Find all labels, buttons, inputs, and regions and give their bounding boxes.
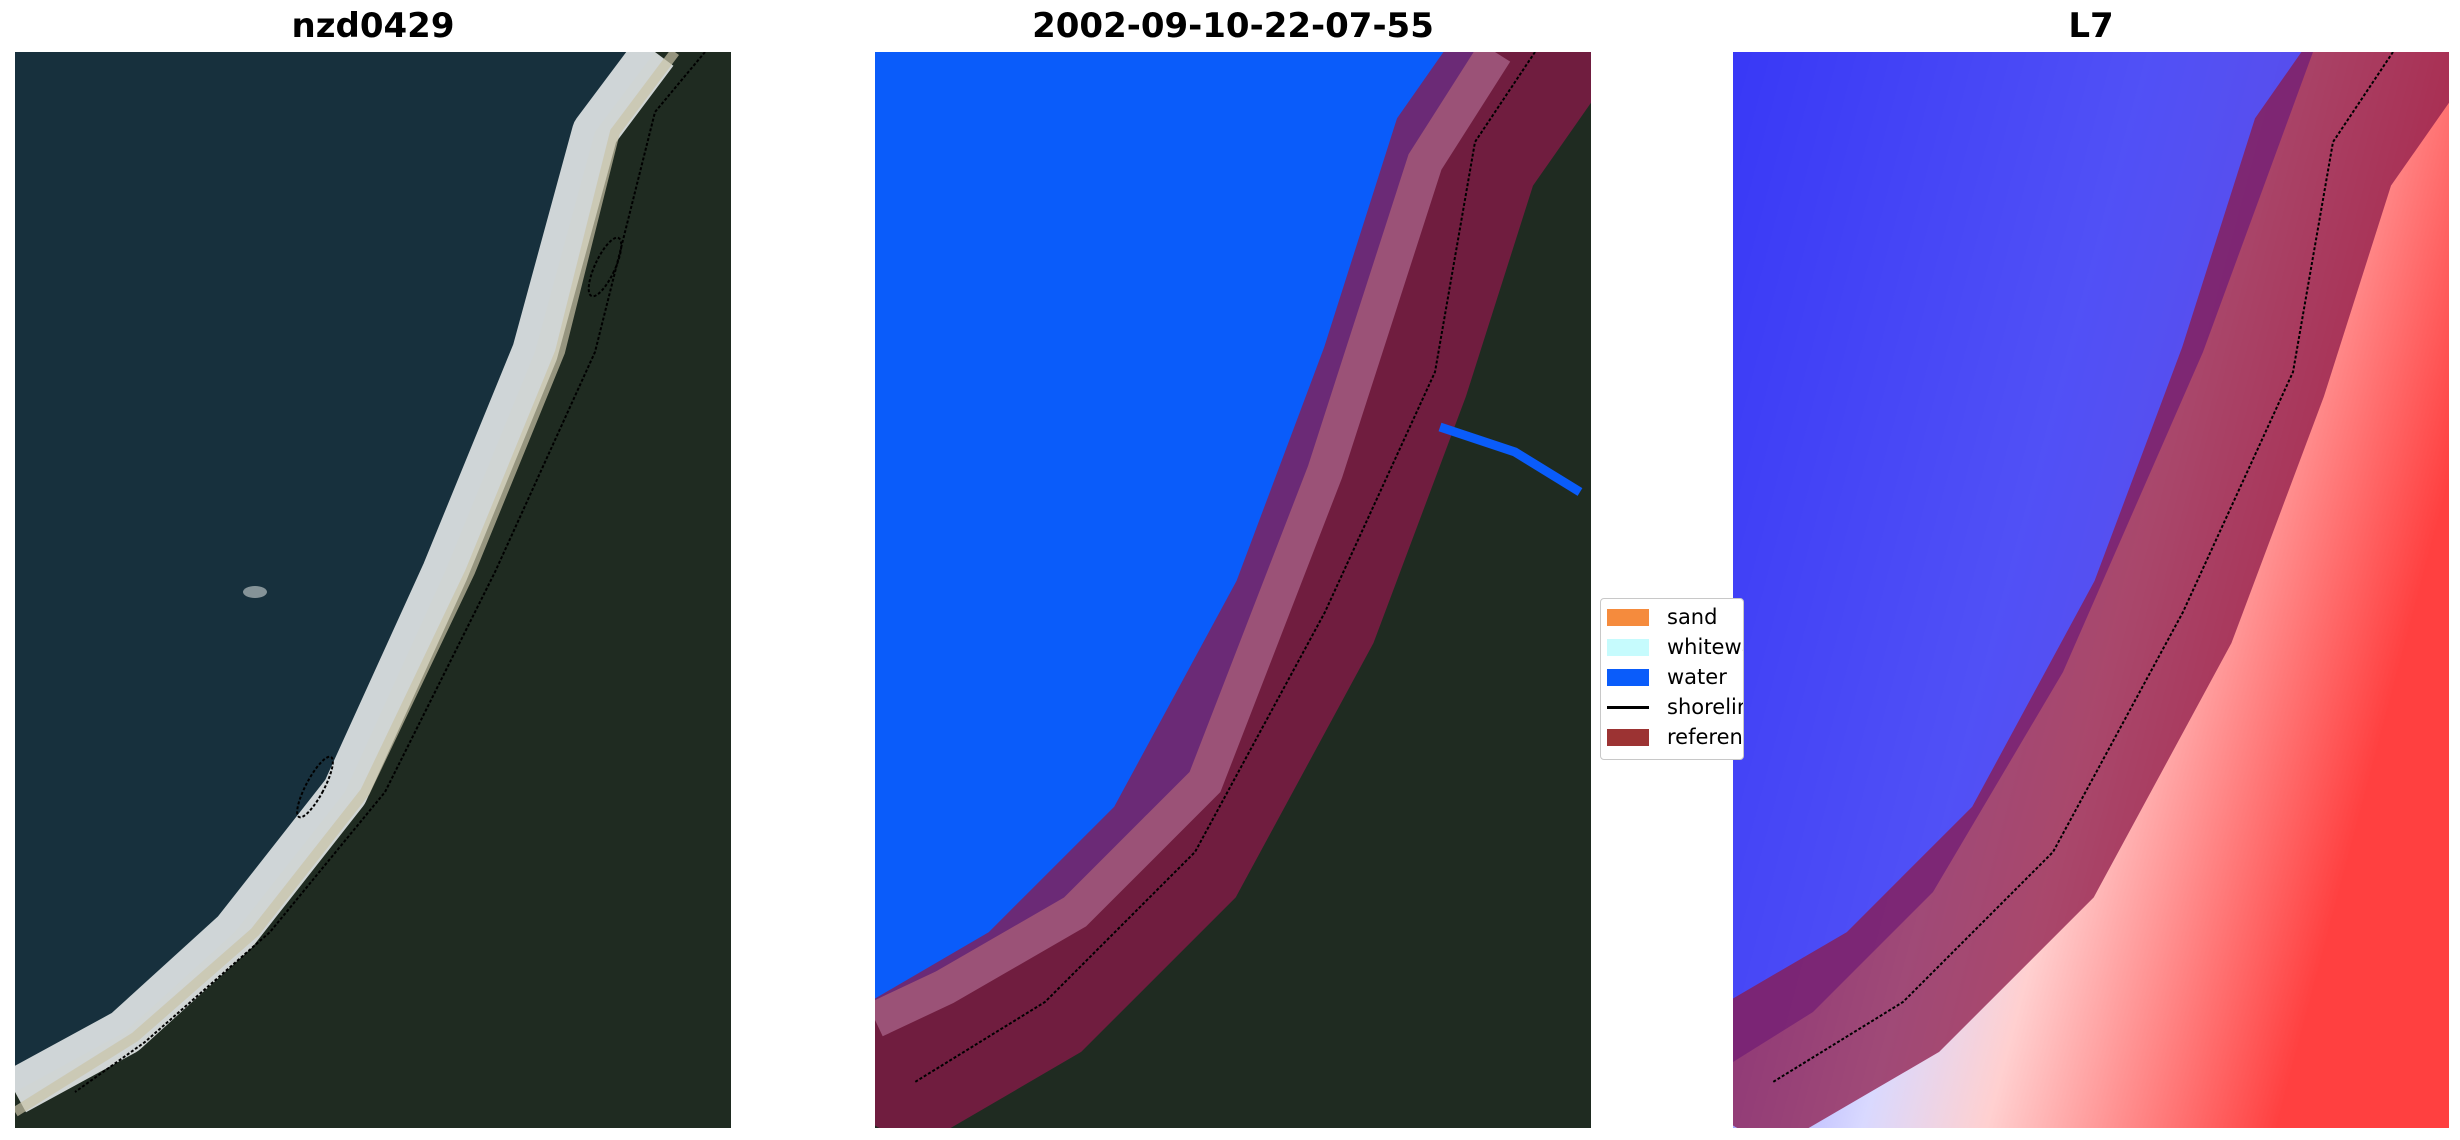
- panel-title-3: L7: [2068, 6, 2114, 46]
- legend-label: water: [1667, 665, 1727, 689]
- legend-swatch-water: [1607, 668, 1649, 686]
- satellite-image-panel: [15, 52, 731, 1128]
- classified-image: [875, 52, 1591, 1128]
- legend-swatch-reference: [1607, 728, 1649, 746]
- legend: sand whitewater water shoreline referenc…: [1600, 598, 1744, 760]
- legend-label: shoreline: [1667, 695, 1743, 719]
- satellite-rgb-image: [15, 52, 731, 1128]
- legend-item-whitewater: whitewater: [1607, 635, 1743, 659]
- legend-label: whitewater: [1667, 635, 1743, 659]
- legend-label: sand: [1667, 605, 1718, 629]
- legend-label: reference: [1667, 725, 1743, 749]
- legend-swatch-whitewater: [1607, 638, 1649, 656]
- legend-item-reference: reference: [1607, 725, 1743, 749]
- legend-item-water: water: [1607, 665, 1727, 689]
- index-image: [1733, 52, 2449, 1128]
- panel-title-2: 2002-09-10-22-07-55: [1032, 6, 1434, 46]
- panel-title-1: nzd0429: [291, 6, 455, 46]
- legend-line-shoreline: [1607, 705, 1649, 709]
- legend-swatch-sand: [1607, 608, 1649, 626]
- legend-item-shoreline: shoreline: [1607, 695, 1743, 719]
- index-image-panel: [1733, 52, 2449, 1128]
- legend-item-sand: sand: [1607, 605, 1717, 629]
- classified-image-panel: [875, 52, 1591, 1128]
